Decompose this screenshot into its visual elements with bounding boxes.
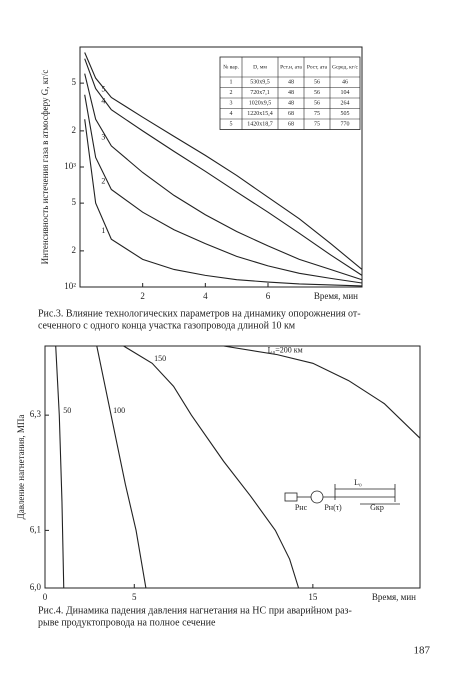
table-cell: 56	[314, 90, 320, 96]
curve	[84, 73, 363, 281]
curve	[55, 345, 65, 589]
table-cell: 4	[230, 111, 233, 117]
table-cell: 56	[314, 101, 320, 107]
table-frame	[219, 56, 361, 130]
curve	[84, 52, 363, 270]
curve-label: 5	[101, 84, 105, 93]
curve-label: L₀=200 км	[268, 345, 303, 354]
table-header: Рст.н, ата	[280, 64, 302, 70]
table-cell: 1	[230, 80, 233, 86]
table-cell: 68	[288, 111, 294, 117]
table-cell: 68	[288, 122, 294, 128]
y-tick-label: 2	[72, 245, 77, 255]
table-cell: 75	[314, 122, 320, 128]
y-axis-label: Давление нагнетания, МПа	[16, 415, 26, 520]
x-tick-label: 6	[266, 291, 271, 301]
figure-caption: Рис.3. Влияние технологических параметро…	[38, 308, 361, 319]
x-tick-label: 2	[140, 291, 145, 301]
table-header: Рост, ата	[307, 64, 328, 70]
curve	[84, 119, 363, 287]
inset-label: L₀	[354, 478, 362, 487]
curve-label: 1	[101, 226, 105, 235]
table-cell: 104	[341, 90, 350, 96]
table-cell: 48	[288, 90, 294, 96]
table-cell: 770	[341, 122, 350, 128]
figure-caption: рыве продуктопровода на полное сечение	[38, 617, 216, 628]
y-tick-label: 10³	[64, 161, 76, 171]
x-axis-label: Время, мин	[372, 592, 416, 602]
table-cell: 48	[288, 101, 294, 107]
table-cell: 46	[342, 80, 348, 86]
y-tick-label: 10²	[64, 281, 76, 291]
plot-frame	[44, 345, 421, 589]
figure-caption: сеченного с одного конца участка газопро…	[38, 320, 296, 331]
table-header: № вар.	[223, 64, 239, 70]
inset-label: Gкр	[370, 503, 384, 512]
table-cell: 5	[230, 122, 233, 128]
table-cell: 75	[314, 111, 320, 117]
table-cell: 1020x9,5	[249, 101, 272, 107]
inset-label: Pн(τ)	[324, 503, 342, 512]
y-tick-label: 6,1	[30, 524, 41, 534]
y-tick-label: 5	[72, 197, 77, 207]
x-tick-label: 4	[203, 291, 208, 301]
table-header: D, мм	[253, 64, 267, 70]
y-tick-label: 6,3	[30, 409, 42, 419]
x-tick-label: 15	[308, 592, 318, 602]
table-cell: 1220x15,4	[247, 111, 273, 117]
curve-label: 4	[101, 97, 105, 106]
x-tick-label: 5	[132, 592, 137, 602]
table-cell: 530x9,5	[250, 80, 270, 86]
curve	[84, 94, 363, 284]
table-header: Gсред, кг/с	[332, 64, 359, 70]
table-cell: 2	[230, 90, 233, 96]
curve-label: 100	[113, 406, 125, 415]
curve	[84, 58, 363, 276]
x-tick-label: 0	[43, 592, 48, 602]
inset-label: Pнс	[295, 503, 308, 512]
table-cell: 720x7,1	[250, 90, 270, 96]
curve	[123, 345, 300, 589]
curve-label: 150	[154, 354, 166, 363]
curve-label: 50	[63, 406, 71, 415]
table-cell: 56	[314, 80, 320, 86]
table-cell: 48	[288, 80, 294, 86]
curve-label: 2	[101, 176, 105, 185]
page-number: 187	[414, 645, 431, 657]
curve	[96, 345, 147, 589]
y-tick-label: 2	[72, 125, 77, 135]
figure-caption: Рис.4. Динамика падения давления нагнета…	[38, 605, 352, 616]
table-cell: 1420x18,7	[247, 122, 273, 128]
x-axis-label: Время, мин	[314, 291, 358, 301]
table-cell: 264	[341, 101, 350, 107]
curve-label: 3	[101, 133, 105, 142]
parameter-table: № вар. 1 2 3 4 5 D, мм 530x9,5 720x7,1 1020x9,5 12…	[219, 56, 361, 130]
table-cell: 3	[230, 101, 233, 107]
curve	[223, 345, 421, 439]
inset-schematic	[284, 484, 400, 505]
y-axis-label: Интенсивность истечения газа в атмосферу…	[40, 70, 50, 265]
y-tick-label: 5	[72, 77, 77, 87]
table-cell: 505	[341, 111, 350, 117]
y-tick-label: 6,0	[30, 582, 42, 592]
